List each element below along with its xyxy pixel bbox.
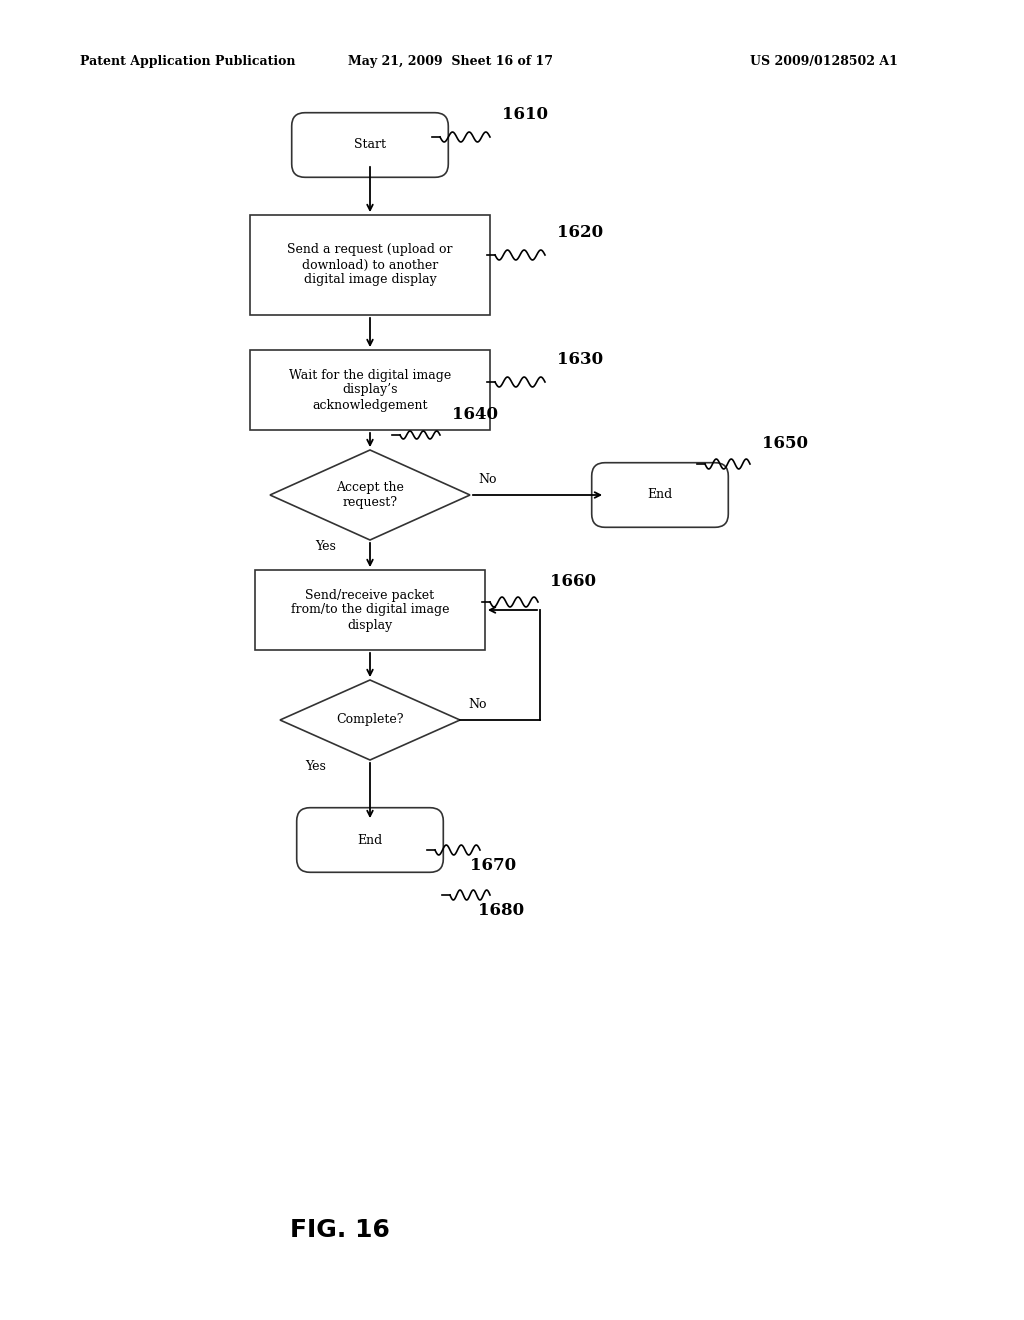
Bar — [255, 570, 485, 649]
Text: 1670: 1670 — [470, 857, 516, 874]
Text: Accept the
request?: Accept the request? — [336, 480, 403, 510]
Text: No: No — [468, 698, 486, 711]
FancyBboxPatch shape — [297, 808, 443, 873]
Text: US 2009/0128502 A1: US 2009/0128502 A1 — [750, 55, 898, 69]
Text: No: No — [478, 473, 497, 486]
Text: 1650: 1650 — [762, 436, 808, 451]
Text: Complete?: Complete? — [336, 714, 403, 726]
Polygon shape — [270, 450, 470, 540]
Text: 1630: 1630 — [557, 351, 603, 368]
Text: 1610: 1610 — [502, 106, 548, 123]
Text: Send a request (upload or
download) to another
digital image display: Send a request (upload or download) to a… — [288, 243, 453, 286]
FancyBboxPatch shape — [292, 112, 449, 177]
Text: 1660: 1660 — [550, 573, 596, 590]
Text: Patent Application Publication: Patent Application Publication — [80, 55, 296, 69]
Bar — [250, 350, 490, 430]
Text: Yes: Yes — [315, 540, 336, 553]
Text: Start: Start — [354, 139, 386, 152]
Text: 1680: 1680 — [478, 902, 524, 919]
Bar — [250, 215, 490, 315]
Polygon shape — [280, 680, 460, 760]
Text: End: End — [357, 833, 383, 846]
FancyBboxPatch shape — [592, 463, 728, 527]
Text: Wait for the digital image
display’s
acknowledgement: Wait for the digital image display’s ack… — [289, 368, 452, 412]
Text: 1640: 1640 — [452, 407, 498, 422]
Text: End: End — [647, 488, 673, 502]
Text: Send/receive packet
from/to the digital image
display: Send/receive packet from/to the digital … — [291, 589, 450, 631]
Text: Yes: Yes — [305, 760, 326, 774]
Text: FIG. 16: FIG. 16 — [290, 1218, 390, 1242]
Text: 1620: 1620 — [557, 224, 603, 242]
Text: May 21, 2009  Sheet 16 of 17: May 21, 2009 Sheet 16 of 17 — [347, 55, 553, 69]
